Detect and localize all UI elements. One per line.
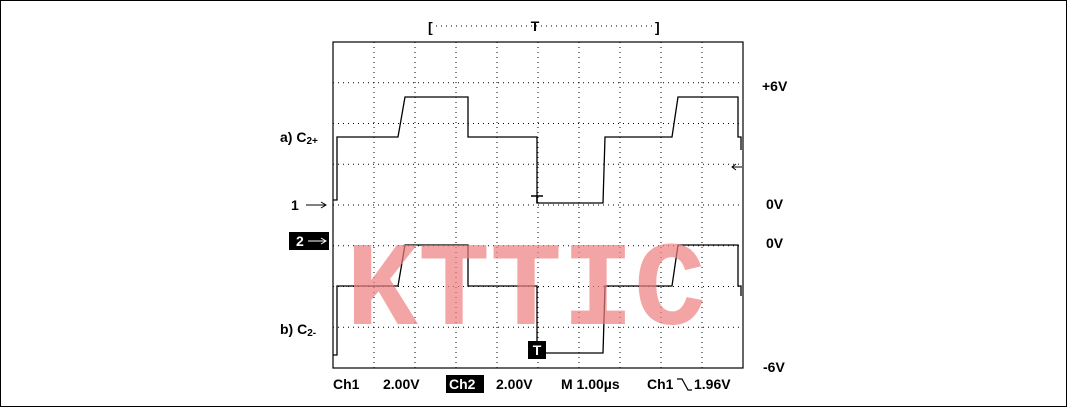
- signal-label: a) C2+: [280, 129, 318, 147]
- falling-edge-icon: [677, 378, 692, 391]
- bracket: [: [428, 19, 433, 35]
- volt-label: 0V: [766, 235, 784, 251]
- status: Ch2: [449, 376, 476, 392]
- trigger-box: [528, 341, 546, 359]
- status: M 1.00µs: [561, 376, 620, 392]
- status: Ch1: [333, 376, 360, 392]
- volt-label: -6V: [763, 359, 785, 375]
- channel-marker: 2: [296, 233, 304, 249]
- volt-label: 0V: [766, 196, 784, 212]
- ch2-box: [446, 375, 484, 393]
- grid: [333, 42, 743, 368]
- status: Ch1: [647, 376, 674, 392]
- status: 2.00V: [496, 376, 533, 392]
- signal-label: b) C2-: [280, 321, 316, 339]
- top-marker: T: [531, 18, 540, 34]
- status: 2.00V: [383, 376, 420, 392]
- bracket: ]: [655, 19, 660, 35]
- record-window: [ ] T: [428, 18, 660, 35]
- marker-arrow: [306, 201, 327, 209]
- trigger-level-arrow: [731, 163, 742, 171]
- status: 1.96V: [694, 376, 731, 392]
- trigger-marker: T: [533, 342, 542, 358]
- volt-label: +6V: [762, 78, 788, 94]
- watermark: KTTIC: [346, 225, 706, 361]
- marker-arrow: [308, 237, 327, 245]
- channel-marker: 1: [291, 197, 299, 213]
